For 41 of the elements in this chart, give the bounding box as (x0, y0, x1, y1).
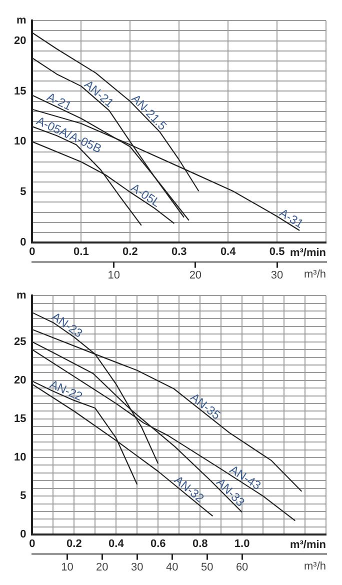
x2-tick-label: 20 (96, 561, 108, 574)
x-tick-label: 0.3 (171, 246, 187, 258)
x-tick-label: 1.0 (234, 538, 250, 550)
x2-tick-label: 20 (189, 269, 202, 282)
x-tick-label: 0.1 (74, 246, 89, 258)
text: AN-22 (48, 377, 85, 404)
x-tick-label: 0.4 (220, 246, 237, 258)
y-tick-label: 0 (20, 236, 26, 249)
y-tick-label: 25 (14, 336, 26, 348)
x-tick-label: 0.6 (150, 538, 166, 550)
x-tick-label: 0.2 (122, 246, 138, 258)
y-tick-label: 5 (20, 490, 26, 502)
x2-tick-label: 30 (131, 561, 144, 574)
text: A-21 (44, 90, 74, 114)
x-tick-label: 0.5 (269, 246, 285, 258)
y-axis-title: m (16, 14, 26, 27)
x-tick-label: 0 (29, 246, 36, 258)
text: A-31 (277, 206, 306, 232)
y-tick-label: 20 (14, 34, 26, 47)
x2-axis-title: m³/h (304, 560, 326, 572)
y-tick-label: 5 (20, 186, 26, 198)
x-tick-label: 0.2 (66, 538, 82, 550)
x2-tick-label: 60 (236, 561, 248, 574)
x2-tick-label: 30 (270, 269, 284, 282)
y-tick-label: 10 (14, 452, 26, 464)
x2-tick-label: 40 (166, 561, 178, 574)
y-tick-label: 15 (14, 412, 26, 425)
x2-axis-title: m³/h (304, 268, 326, 280)
y-tick-label: 0 (20, 528, 26, 541)
y-tick-label: 15 (14, 85, 26, 98)
x-tick-label: 0 (29, 538, 36, 550)
x-tick-label: 0.8 (192, 538, 208, 550)
y-axis-title: m (16, 290, 26, 302)
x2-tick-label: 10 (108, 269, 120, 282)
y-tick-label: 20 (14, 374, 26, 386)
x2-tick-label: 10 (61, 561, 74, 574)
x-axis-title: m³/min (290, 539, 326, 552)
x2-tick-label: 50 (200, 561, 214, 574)
x-axis-title: m³/min (290, 247, 326, 260)
x-tick-label: 0.4 (108, 538, 125, 550)
y-tick-label: 10 (14, 136, 26, 148)
